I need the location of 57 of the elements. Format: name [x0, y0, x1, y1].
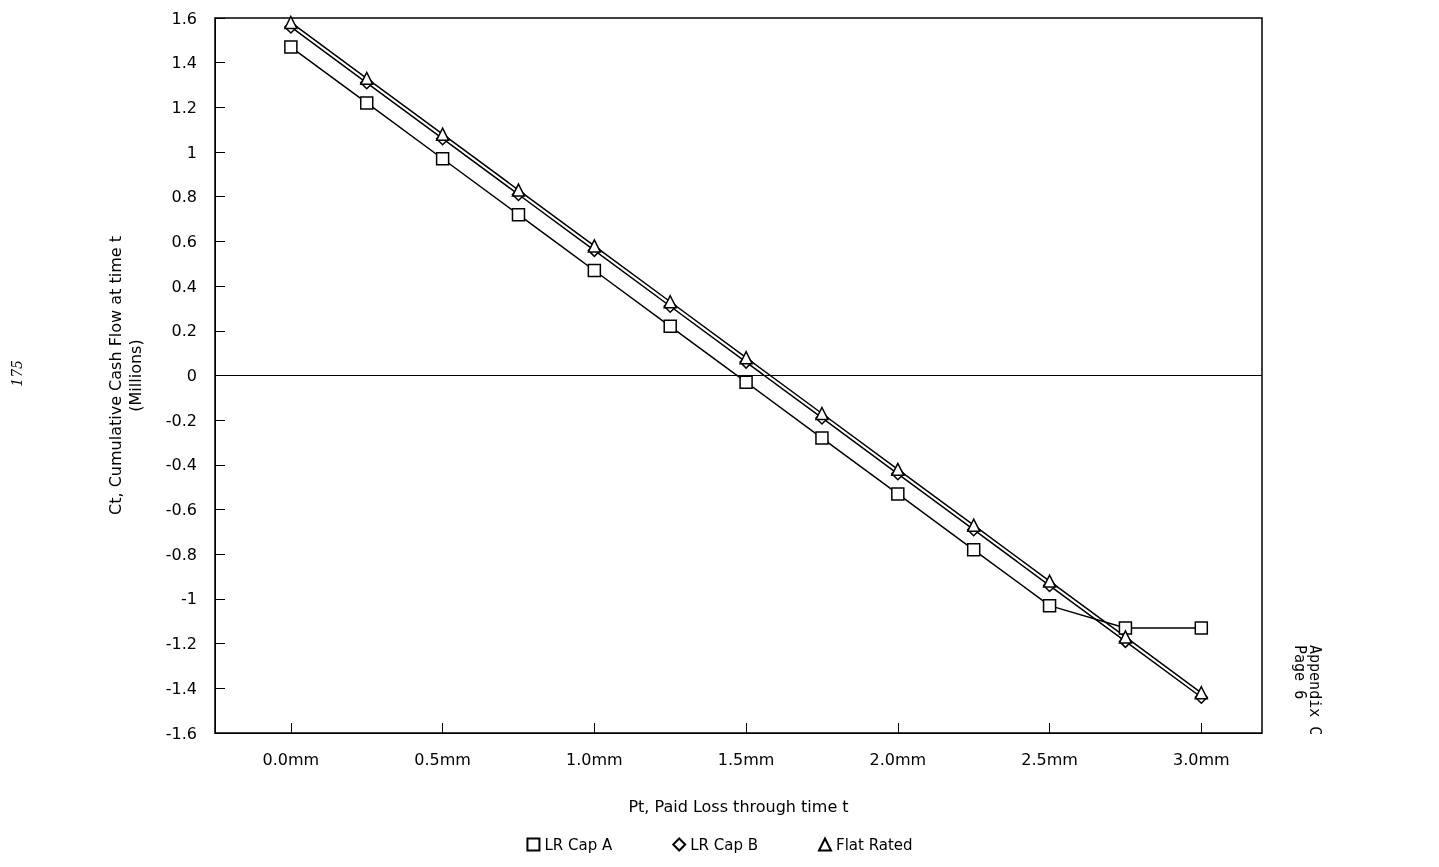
x-tick-label: 2.0mm: [869, 749, 927, 769]
y-tick-label: -0.2: [165, 410, 197, 430]
legend-label: Flat Rated: [836, 835, 913, 854]
point: [1118, 630, 1133, 644]
point: [284, 15, 298, 30]
y-tick-label: -0.4: [165, 455, 197, 475]
point: [511, 183, 526, 197]
point: [587, 263, 602, 278]
point: [359, 96, 374, 110]
point: [1194, 621, 1209, 635]
y-tick-label: 1.6: [171, 8, 197, 28]
y-tick-label: 1.4: [171, 53, 197, 73]
point: [435, 152, 450, 166]
point: [815, 406, 829, 421]
x-tick-label: 1.0mm: [566, 749, 623, 769]
x-tick-label: 2.5mm: [1021, 749, 1078, 769]
point: [966, 543, 981, 557]
y-tick-label: -1.2: [165, 634, 197, 654]
y-tick-label: 1.2: [171, 97, 197, 117]
x-tick-label: 0.5mm: [414, 749, 471, 769]
point: [1042, 598, 1057, 613]
x-tick-label: 3.0mm: [1172, 749, 1230, 769]
point: [511, 207, 526, 222]
y-tick-label: 1: [186, 142, 197, 162]
text: 175: [9, 359, 25, 387]
point: [587, 239, 602, 253]
point: [966, 518, 981, 532]
y-tick-label: -1.6: [165, 723, 197, 743]
y-tick-label: 0: [186, 366, 197, 385]
point: [815, 431, 829, 445]
point: [359, 71, 374, 86]
point: [891, 487, 905, 501]
point: [435, 127, 450, 141]
point: [1194, 686, 1209, 700]
y-tick-label: -1: [181, 589, 197, 609]
point: [1118, 621, 1133, 635]
x-axis-title: Pt, Paid Loss through time t: [628, 796, 849, 816]
x-tick-label: 1.5mm: [717, 749, 775, 769]
y-tick-label: 0.2: [171, 321, 197, 341]
x-tick-label: 0.0mm: [262, 749, 320, 769]
y-tick-label: -0.6: [165, 500, 197, 520]
legend-label: LR Cap A: [544, 835, 613, 854]
point: [891, 462, 905, 477]
legend-label: LR Cap B: [690, 835, 759, 854]
y-tick-label: -0.8: [165, 544, 197, 564]
point: [1042, 574, 1057, 588]
point: [663, 295, 677, 309]
y-tick-label: 0.4: [171, 276, 197, 296]
point: [284, 40, 298, 54]
point: [739, 375, 753, 389]
y-tick-label: -1.4: [165, 678, 197, 698]
y-tick-label: 0.6: [171, 231, 197, 251]
point: [739, 350, 753, 365]
y-axis-title: Ct, Cumulative Cash Flow at time t (Millions): [105, 236, 145, 515]
y-tick-label: 0.8: [171, 187, 197, 207]
point: [663, 319, 677, 334]
text: Appendix C Page 6: [1290, 645, 1324, 736]
